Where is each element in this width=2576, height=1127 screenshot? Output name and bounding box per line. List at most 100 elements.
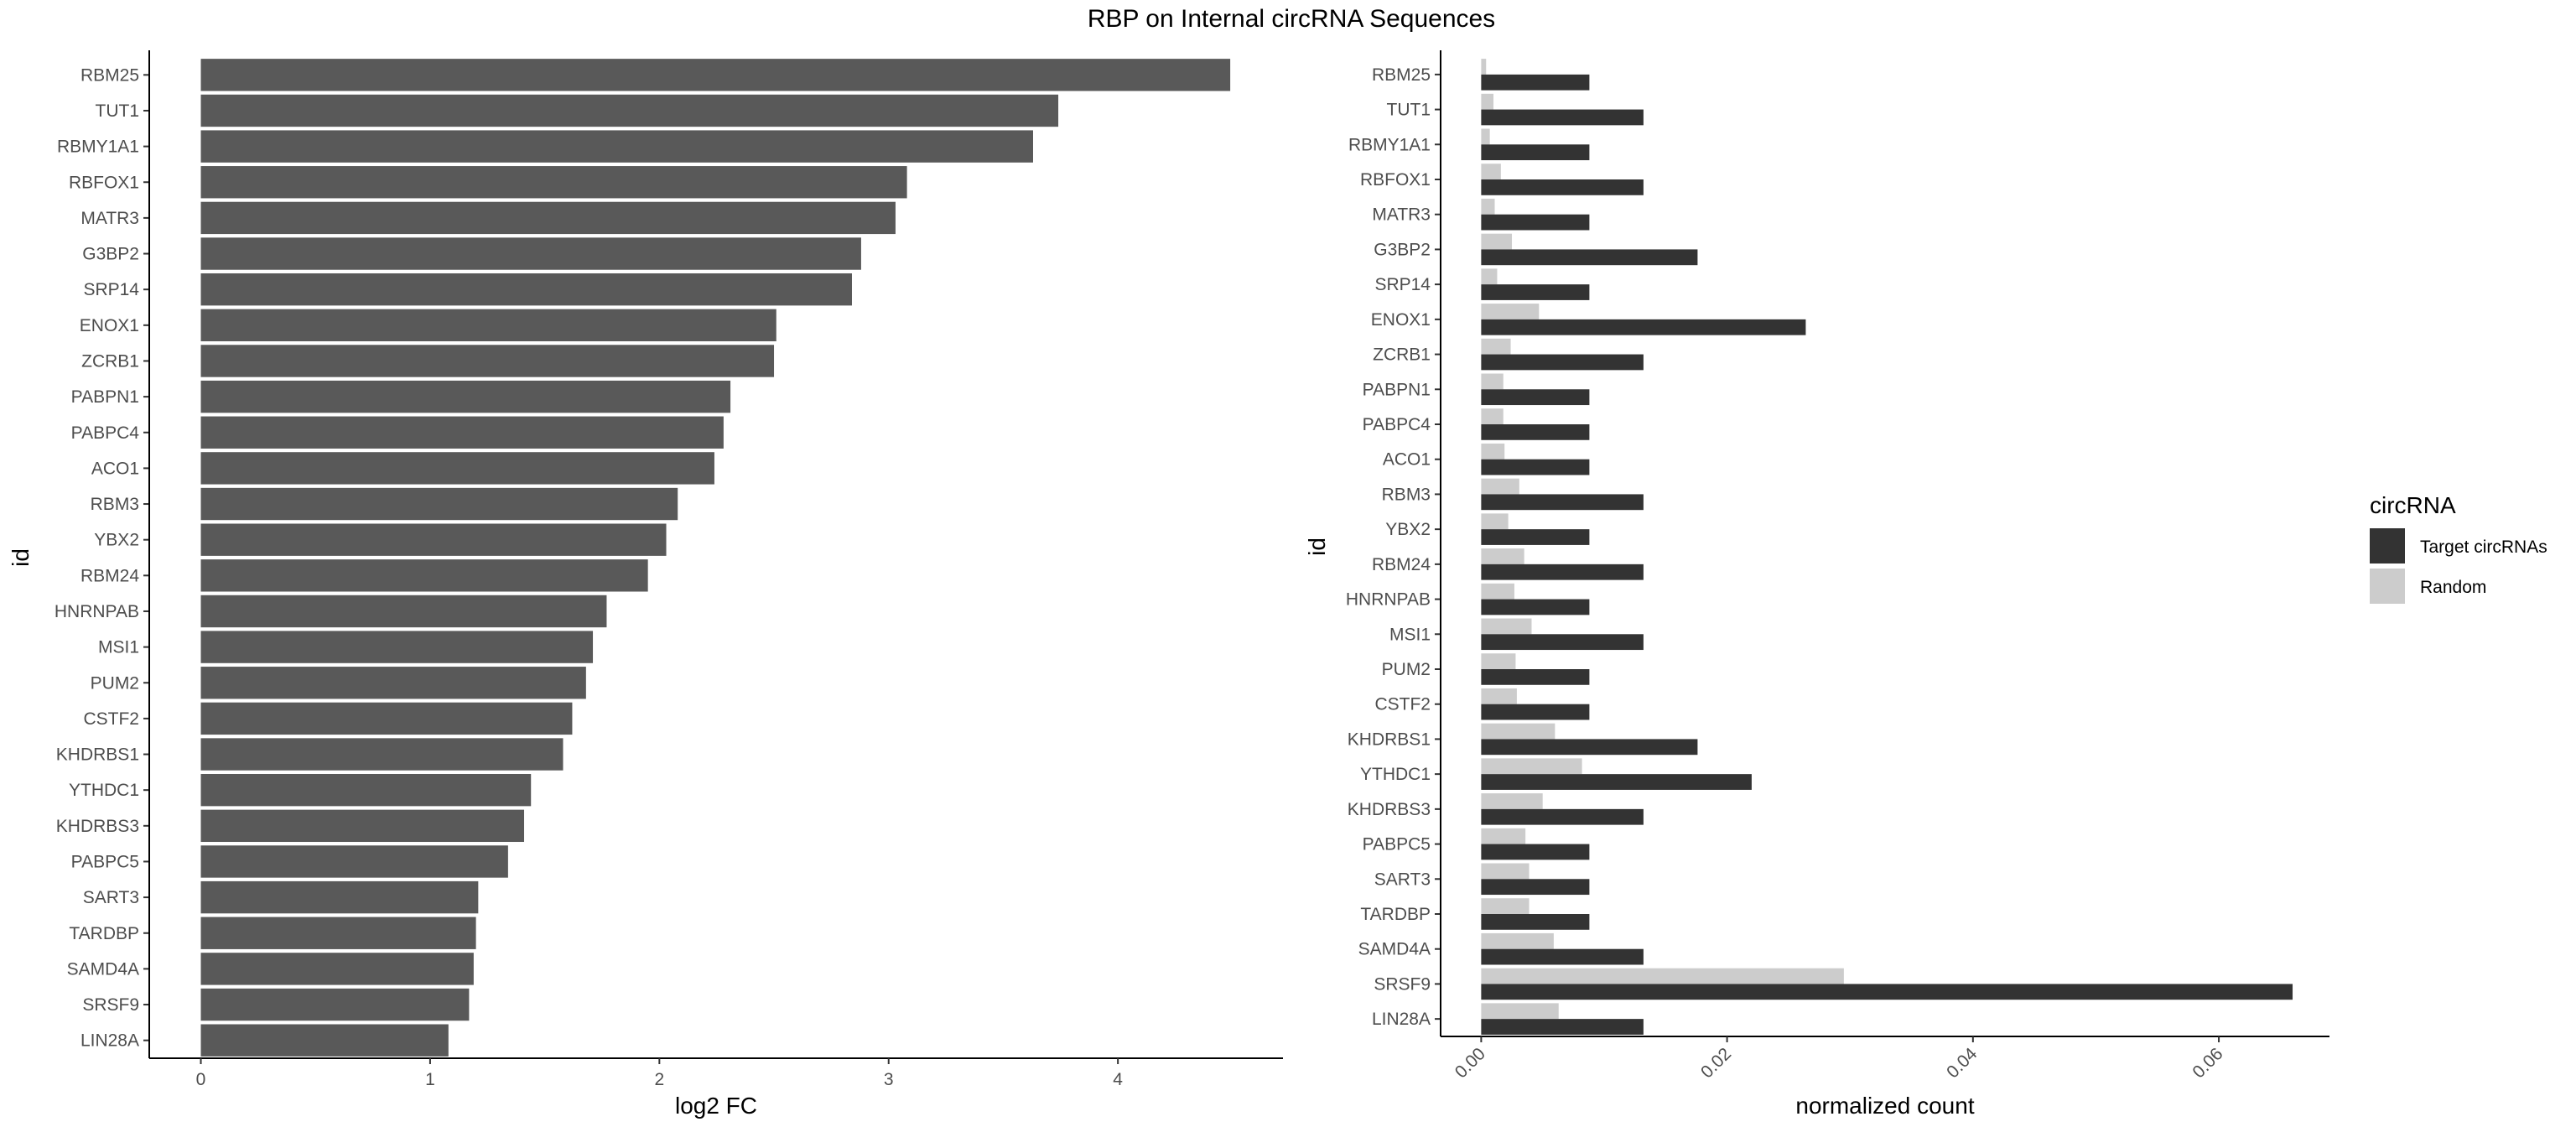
y-tick-label: RBM3 xyxy=(91,495,139,514)
x-tick-label: 3 xyxy=(884,1070,894,1089)
bar-aco1 xyxy=(200,452,714,485)
bar-ythdc1 xyxy=(200,773,532,807)
y-tick-label: SAMD4A xyxy=(67,959,139,979)
y-tick-label: ACO1 xyxy=(1383,450,1431,470)
y-tick-label: KHDRBS3 xyxy=(56,817,139,836)
y-tick-label: YBX2 xyxy=(94,531,139,550)
right-panel: RBM25 TUT1 RBMY1A1 RBFOX1 MATR3 G3BP2 SRP14 ENO… xyxy=(1304,50,2329,1119)
y-tick-label: SRP14 xyxy=(83,280,139,299)
bar-target-lin28a xyxy=(1481,1019,1644,1035)
y-tick-label: PABPC5 xyxy=(71,852,139,871)
y-tick-label: TUT1 xyxy=(96,101,140,121)
x-axis-title: log2 FC xyxy=(675,1093,757,1119)
bar-random-zcrb1 xyxy=(1481,338,1511,355)
bar-random-tut1 xyxy=(1481,93,1494,110)
y-tick-label: CSTF2 xyxy=(1374,695,1431,714)
x-tick-label: 1 xyxy=(425,1070,435,1089)
bar-random-sart3 xyxy=(1481,863,1530,880)
bar-tardbp xyxy=(200,917,476,949)
y-tick-label: MATR3 xyxy=(1372,205,1431,225)
bar-target-hnrnpab xyxy=(1481,599,1590,615)
y-tick-label: KHDRBS1 xyxy=(1348,730,1431,749)
bar-target-rbm24 xyxy=(1481,564,1644,580)
bar-random-aco1 xyxy=(1481,443,1505,460)
bar-target-rbmy1a1 xyxy=(1481,144,1590,161)
y-tick-label: PABPC4 xyxy=(71,423,140,443)
legend-swatch-random xyxy=(2370,569,2405,604)
bar-target-aco1 xyxy=(1481,459,1590,475)
y-tick-label: RBFOX1 xyxy=(69,173,139,192)
y-tick-label: YTHDC1 xyxy=(1360,765,1431,784)
bar-target-rbfox1 xyxy=(1481,179,1644,195)
bar-random-ybx2 xyxy=(1481,513,1509,530)
y-tick-label: MATR3 xyxy=(80,209,139,228)
y-tick-label: RBM25 xyxy=(80,65,139,85)
y-tick-label: SART3 xyxy=(83,888,139,907)
y-tick-label: HNRNPAB xyxy=(1346,590,1431,610)
bar-random-tardbp xyxy=(1481,898,1530,914)
bar-target-tardbp xyxy=(1481,914,1590,930)
bar-random-pabpc4 xyxy=(1481,408,1504,424)
x-tick-label: 0.02 xyxy=(1697,1044,1735,1082)
bar-random-enox1 xyxy=(1481,304,1540,319)
y-tick-label: SRSF9 xyxy=(82,995,139,1015)
bar-msi1 xyxy=(200,631,594,663)
legend-title: circRNA xyxy=(2370,492,2456,518)
chart-title: RBP on Internal circRNA Sequences xyxy=(1088,5,1495,33)
bar-zcrb1 xyxy=(200,345,775,377)
bar-tut1 xyxy=(200,94,1059,127)
bar-pabpc5 xyxy=(200,845,508,878)
y-tick-label: ZCRB1 xyxy=(1373,345,1431,365)
bar-random-rbm25 xyxy=(1481,59,1487,75)
y-tick-label: PABPN1 xyxy=(1363,380,1431,399)
bar-random-rbm3 xyxy=(1481,478,1519,495)
bar-matr3 xyxy=(200,201,896,235)
bar-srsf9 xyxy=(200,988,470,1021)
bar-random-pabpc5 xyxy=(1481,828,1526,844)
bar-random-matr3 xyxy=(1481,198,1495,215)
y-tick-label: YBX2 xyxy=(1385,520,1431,539)
x-tick-label: 4 xyxy=(1113,1070,1123,1089)
legend-label: Target circRNAs xyxy=(2420,538,2547,557)
y-tick-label: TARDBP xyxy=(69,924,139,943)
y-tick-label: G3BP2 xyxy=(1374,240,1431,259)
y-tick-label: ENOX1 xyxy=(80,316,139,335)
bar-target-khdrbs1 xyxy=(1481,739,1698,756)
x-tick-label: 2 xyxy=(654,1070,664,1089)
y-tick-label: ENOX1 xyxy=(1371,310,1431,330)
bar-pum2 xyxy=(200,667,586,699)
bar-target-enox1 xyxy=(1481,319,1806,335)
bar-target-rbm25 xyxy=(1481,74,1590,91)
y-tick-label: SRP14 xyxy=(1374,275,1431,294)
bar-target-pum2 xyxy=(1481,669,1590,685)
y-tick-label: HNRNPAB xyxy=(55,602,139,621)
y-tick-label: G3BP2 xyxy=(82,245,139,264)
bar-hnrnpab xyxy=(200,595,607,628)
bar-khdrbs1 xyxy=(200,738,564,771)
y-tick-label: PUM2 xyxy=(1382,660,1431,679)
x-tick-label: 0.04 xyxy=(1943,1044,1981,1082)
bar-pabpn1 xyxy=(200,380,731,413)
bar-random-srsf9 xyxy=(1481,968,1844,984)
bar-random-samd4a xyxy=(1481,932,1554,949)
y-tick-label: RBMY1A1 xyxy=(1348,135,1431,154)
y-tick-label: SART3 xyxy=(1374,870,1431,889)
y-tick-label: ACO1 xyxy=(91,459,139,478)
y-axis-title: id xyxy=(1304,538,1330,556)
y-tick-label: KHDRBS3 xyxy=(1348,800,1431,819)
bar-target-pabpc5 xyxy=(1481,844,1590,860)
bar-target-matr3 xyxy=(1481,214,1590,231)
bar-target-tut1 xyxy=(1481,109,1644,126)
bar-cstf2 xyxy=(200,702,573,735)
y-tick-label: RBM24 xyxy=(1372,555,1431,574)
legend: circRNA Target circRNAs Random xyxy=(2370,492,2547,604)
bar-rbm25 xyxy=(200,59,1231,91)
y-tick-label: RBFOX1 xyxy=(1360,170,1431,190)
bar-g3bp2 xyxy=(200,237,861,270)
y-tick-label: TARDBP xyxy=(1360,905,1431,924)
y-tick-label: YTHDC1 xyxy=(69,781,139,800)
y-tick-label: RBMY1A1 xyxy=(57,138,139,157)
bar-random-rbfox1 xyxy=(1481,164,1501,179)
